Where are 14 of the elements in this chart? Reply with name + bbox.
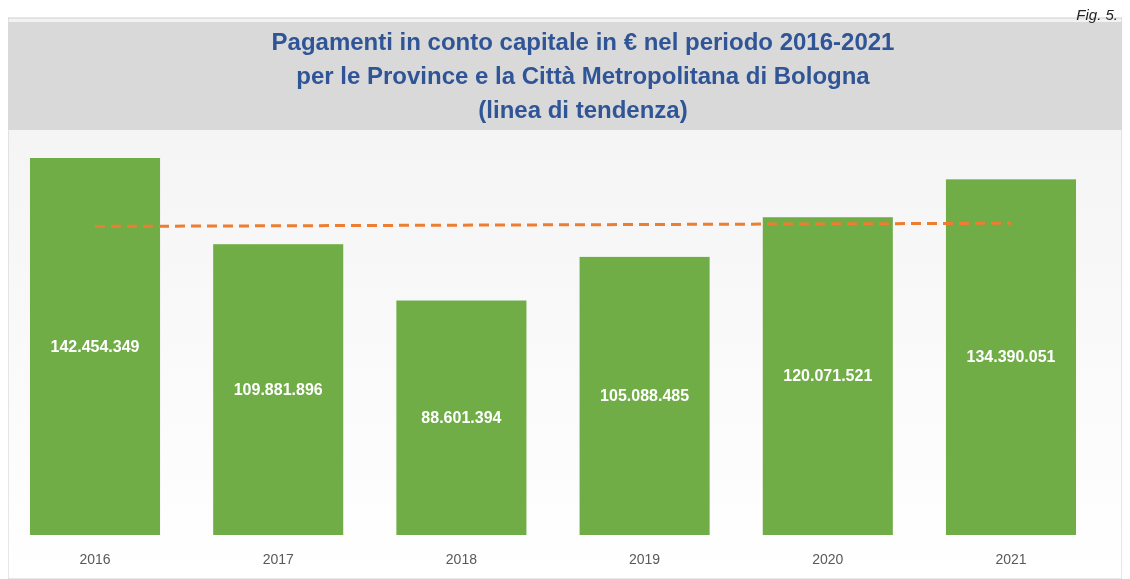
x-tick-label: 2020 xyxy=(812,551,844,567)
x-tick-label: 2021 xyxy=(995,551,1027,567)
data-label: 142.454.349 xyxy=(50,337,140,355)
data-label: 105.088.485 xyxy=(600,386,690,404)
chart-title: Pagamenti in conto capitale in € nel periodo 2016-2021 per le Province e la Città Metropolitana di Bologna (linea di tendenza) xyxy=(271,28,895,123)
x-tick-label: 2018 xyxy=(445,551,478,567)
x-tick-label: 2017 xyxy=(262,551,294,567)
x-tick-label: 2016 xyxy=(79,551,111,567)
data-label: 88.601.394 xyxy=(421,408,502,426)
data-label: 109.881.896 xyxy=(233,380,323,398)
x-tick-label: 2019 xyxy=(629,551,661,567)
caption: Fig. 5. xyxy=(1076,6,1118,23)
data-label: 134.390.051 xyxy=(966,348,1056,366)
data-label: 120.071.521 xyxy=(783,367,873,385)
